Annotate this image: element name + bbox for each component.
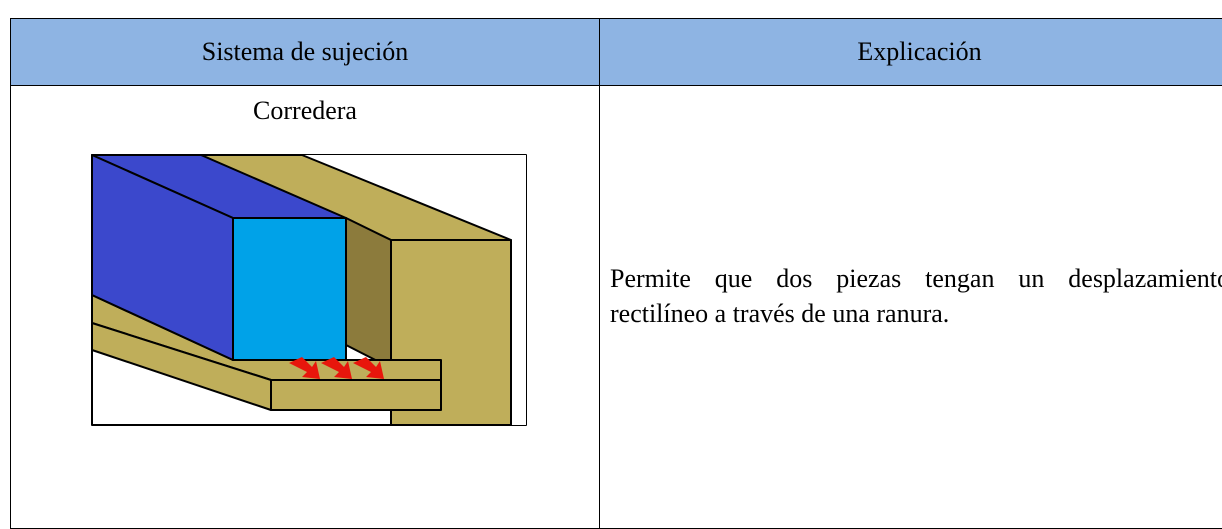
table: Sistema de sujeción Explicación Correder… <box>10 18 1222 529</box>
page: {"table": {"headers": ["Sistema de sujec… <box>0 0 1222 508</box>
header-cell: Sistema de sujeción <box>11 19 600 86</box>
header-row: Sistema de sujeción Explicación <box>11 19 1222 86</box>
header-cell: Explicación <box>600 19 1222 86</box>
cell-title: Corredera <box>11 96 599 126</box>
illustration <box>91 154 527 426</box>
row: Corredera Permite que dos p <box>11 86 1222 529</box>
cell: Permite que dos piezas tengan un desplaz… <box>600 86 1222 529</box>
cell: Corredera <box>11 86 600 529</box>
